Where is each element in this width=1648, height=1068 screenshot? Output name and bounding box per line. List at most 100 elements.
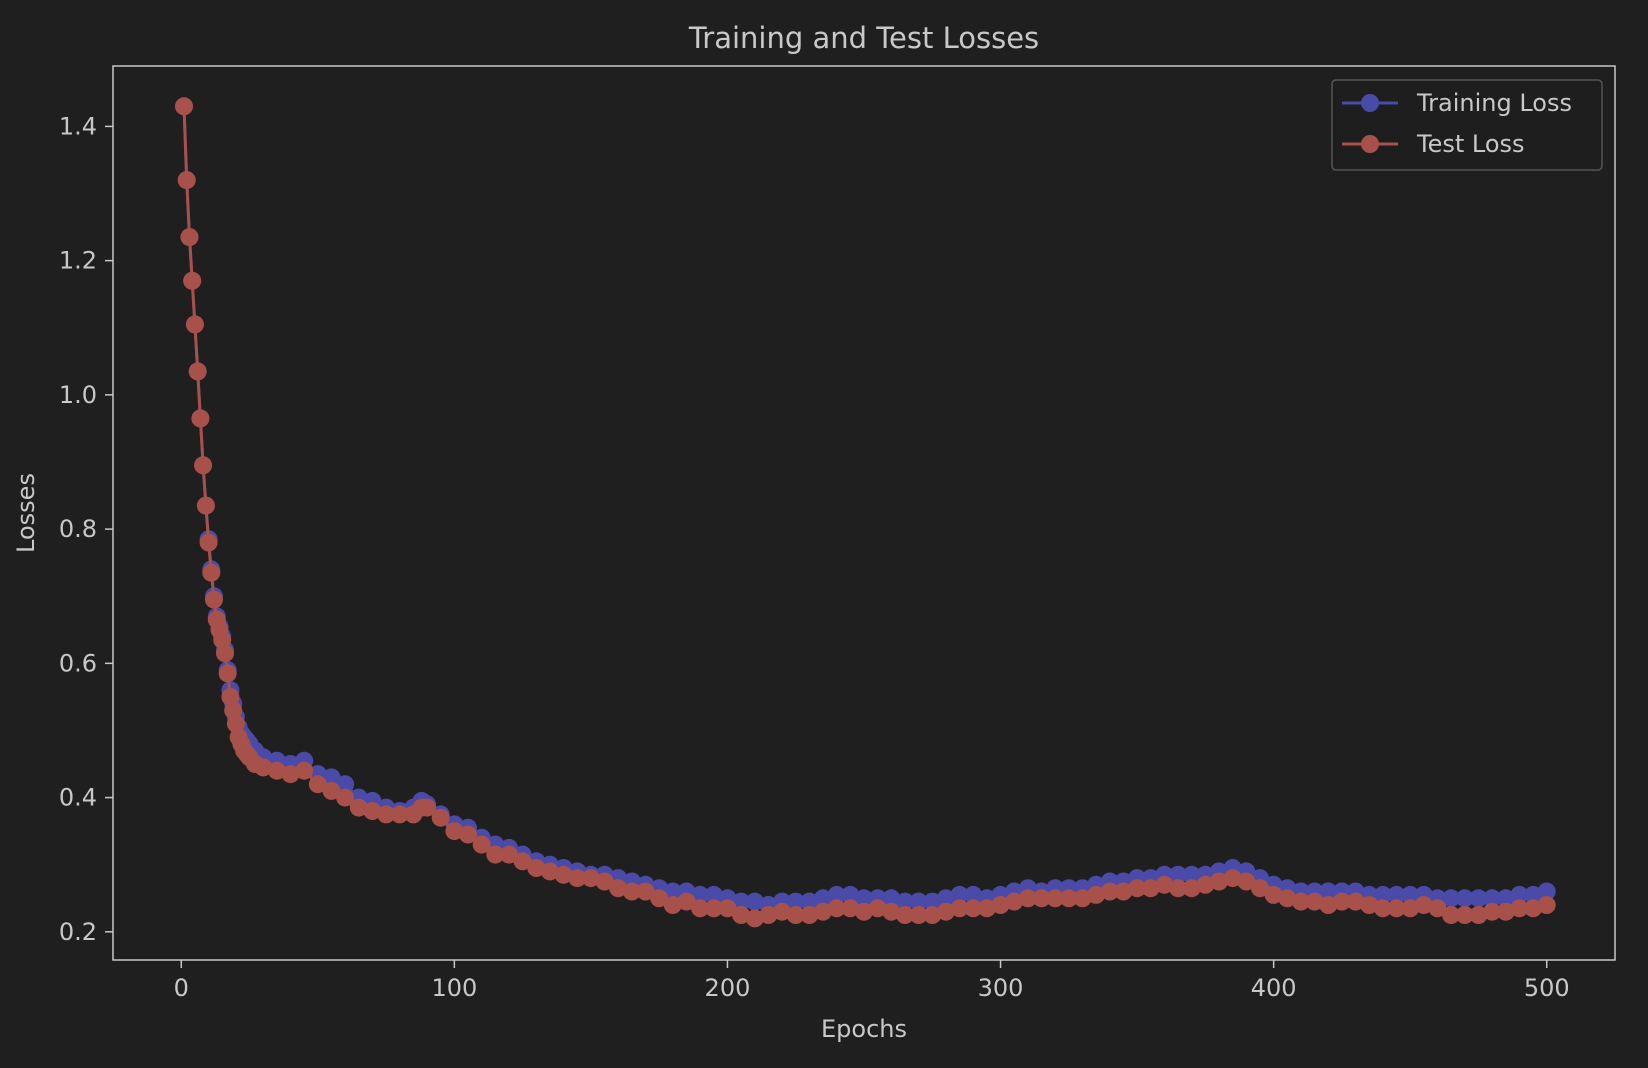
data-point: [786, 906, 805, 924]
data-point: [1169, 879, 1188, 898]
data-point: [786, 892, 805, 911]
data-point: [213, 630, 232, 649]
y-tick-label: 1.0: [59, 381, 97, 409]
x-tick-label: 200: [705, 974, 751, 1002]
data-point: [1155, 875, 1174, 894]
data-point: [745, 892, 764, 911]
data-point: [175, 97, 193, 116]
data-point: [1537, 896, 1556, 914]
data-point: [1455, 906, 1474, 924]
data-point: [1442, 889, 1461, 908]
data-point: [390, 805, 409, 824]
data-point: [936, 902, 955, 921]
data-point: [177, 171, 196, 190]
data-point: [704, 885, 723, 904]
data-point: [1169, 865, 1188, 884]
data-point: [827, 885, 846, 904]
data-point: [1455, 889, 1474, 908]
data-point: [180, 228, 199, 247]
plot-area: [175, 97, 1556, 928]
data-point: [513, 852, 532, 871]
data-point: [527, 859, 546, 877]
data-point: [1182, 865, 1201, 884]
data-point: [1251, 879, 1269, 898]
data-point: [221, 687, 240, 706]
y-axis: 0.2 0.4 0.6 0.8 1.0 1.2 1.4: [59, 112, 113, 946]
data-point: [636, 882, 655, 901]
data-point: [202, 563, 221, 582]
x-tick-label: 100: [431, 974, 477, 1002]
data-point: [1319, 896, 1338, 914]
data-point: [267, 761, 286, 780]
data-point: [199, 533, 218, 552]
data-point: [1264, 885, 1283, 904]
data-point: [1483, 902, 1502, 921]
data-point: [1073, 889, 1092, 908]
data-point: [1332, 892, 1351, 911]
data-point: [691, 899, 710, 918]
data-point: [1237, 872, 1256, 891]
data-point: [295, 761, 314, 780]
data-point: [216, 644, 234, 663]
data-point: [1223, 869, 1242, 888]
legend-label: Training Loss: [1416, 89, 1572, 117]
data-point: [363, 802, 382, 820]
data-point: [194, 456, 213, 475]
data-point: [1373, 899, 1392, 918]
data-point: [1059, 889, 1078, 908]
data-point: [936, 889, 955, 908]
data-point: [1346, 892, 1365, 911]
data-point: [568, 869, 587, 888]
data-point: [336, 788, 355, 807]
x-tick-label: 500: [1524, 974, 1570, 1002]
y-tick-label: 1.4: [59, 112, 97, 140]
data-point: [609, 879, 628, 898]
data-point: [1537, 882, 1556, 901]
data-point: [1196, 875, 1215, 894]
data-point: [814, 889, 832, 908]
data-point: [964, 885, 983, 904]
data-point: [322, 781, 341, 800]
data-point: [814, 902, 832, 921]
data-point: [1210, 872, 1228, 891]
data-point: [1442, 906, 1461, 924]
data-point: [977, 899, 996, 918]
y-tick-label: 0.2: [59, 918, 97, 946]
data-point: [950, 899, 969, 918]
data-point: [1524, 885, 1543, 904]
data-point: [732, 892, 751, 911]
data-point: [1428, 899, 1447, 918]
data-point: [1496, 889, 1515, 908]
x-axis: 0 100 200 300 400 500: [174, 960, 1570, 1002]
data-point: [827, 899, 846, 918]
data-point: [183, 271, 202, 290]
data-point: [677, 892, 696, 911]
legend-marker: [1361, 94, 1379, 112]
data-point: [224, 701, 243, 720]
data-point: [540, 862, 559, 881]
data-point: [1087, 885, 1106, 904]
data-point: [622, 882, 641, 901]
data-point: [445, 822, 464, 841]
data-point: [1510, 899, 1529, 918]
data-point: [800, 892, 819, 911]
data-point: [732, 906, 751, 924]
data-point: [896, 892, 914, 911]
data-point: [909, 892, 928, 911]
legend-label: Test Loss: [1416, 130, 1525, 158]
data-point: [1510, 885, 1529, 904]
y-axis-label: Losses: [12, 473, 40, 553]
data-point: [205, 590, 223, 609]
data-point: [800, 906, 819, 924]
data-point: [868, 899, 887, 918]
data-point: [581, 869, 600, 888]
data-point: [1182, 879, 1201, 898]
data-point: [308, 775, 327, 794]
data-point: [950, 885, 969, 904]
data-point: [1305, 892, 1324, 911]
data-point: [218, 664, 237, 683]
data-point: [923, 906, 942, 924]
data-point: [923, 892, 942, 911]
data-point: [855, 902, 873, 921]
data-point: [991, 896, 1010, 914]
